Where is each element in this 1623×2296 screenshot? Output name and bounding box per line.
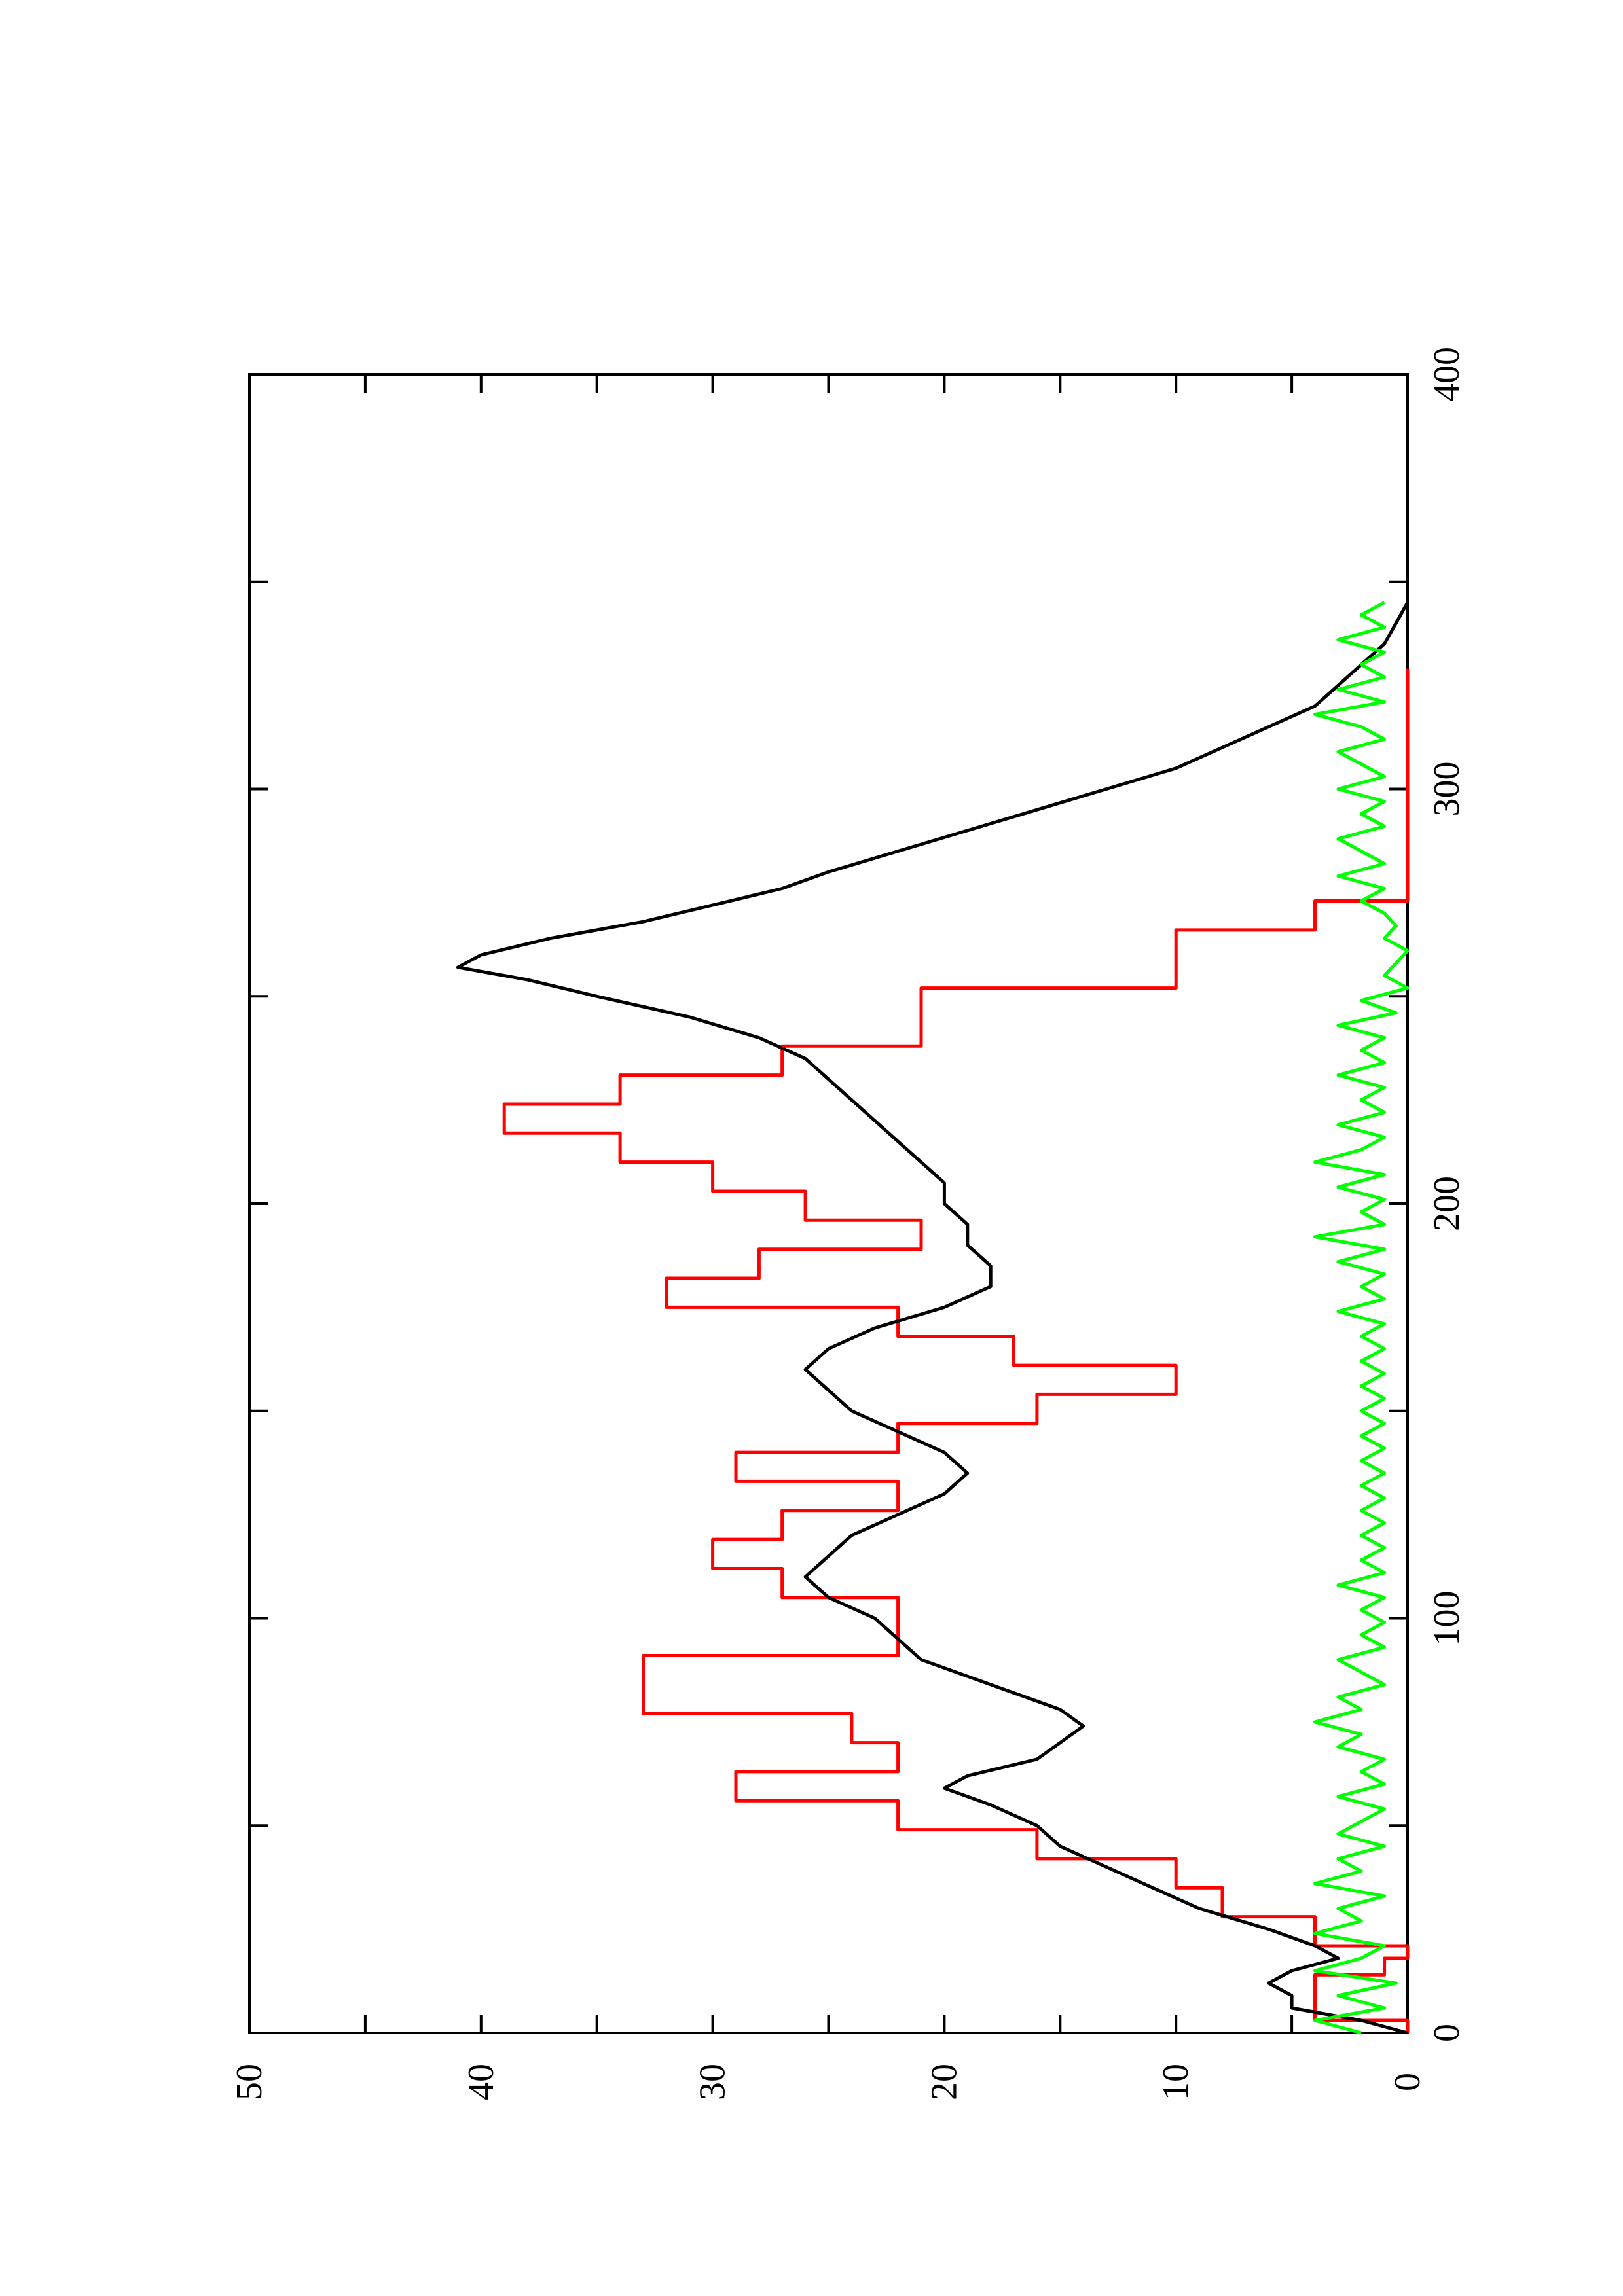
series-line-2 bbox=[456, 601, 1410, 2035]
x-tick-label: 100 bbox=[1427, 1591, 1467, 1646]
x-tick-label: 200 bbox=[1427, 1176, 1467, 1231]
series-line-3 bbox=[1313, 601, 1410, 2035]
x-tick-label: 0 bbox=[1427, 2024, 1467, 2042]
y-tick-label: 30 bbox=[693, 2064, 733, 2100]
y-tick-label: 10 bbox=[1156, 2064, 1196, 2100]
plot-frame bbox=[248, 373, 1409, 2034]
y-tick-label: 20 bbox=[924, 2064, 964, 2100]
y-tick-label: 50 bbox=[229, 2064, 270, 2100]
series-line-1 bbox=[502, 668, 1410, 2033]
tick-labels: 0 100 200 300 400 0 10 20 30 40 50 bbox=[229, 347, 1467, 2100]
y-tick-label: 0 bbox=[1387, 2073, 1428, 2091]
x-tick-label: 300 bbox=[1427, 762, 1467, 817]
x-tick-label: 400 bbox=[1427, 347, 1467, 402]
y-tick-label: 40 bbox=[461, 2064, 501, 2100]
series-layer bbox=[456, 601, 1410, 2035]
axis-ticks bbox=[249, 374, 1408, 2033]
